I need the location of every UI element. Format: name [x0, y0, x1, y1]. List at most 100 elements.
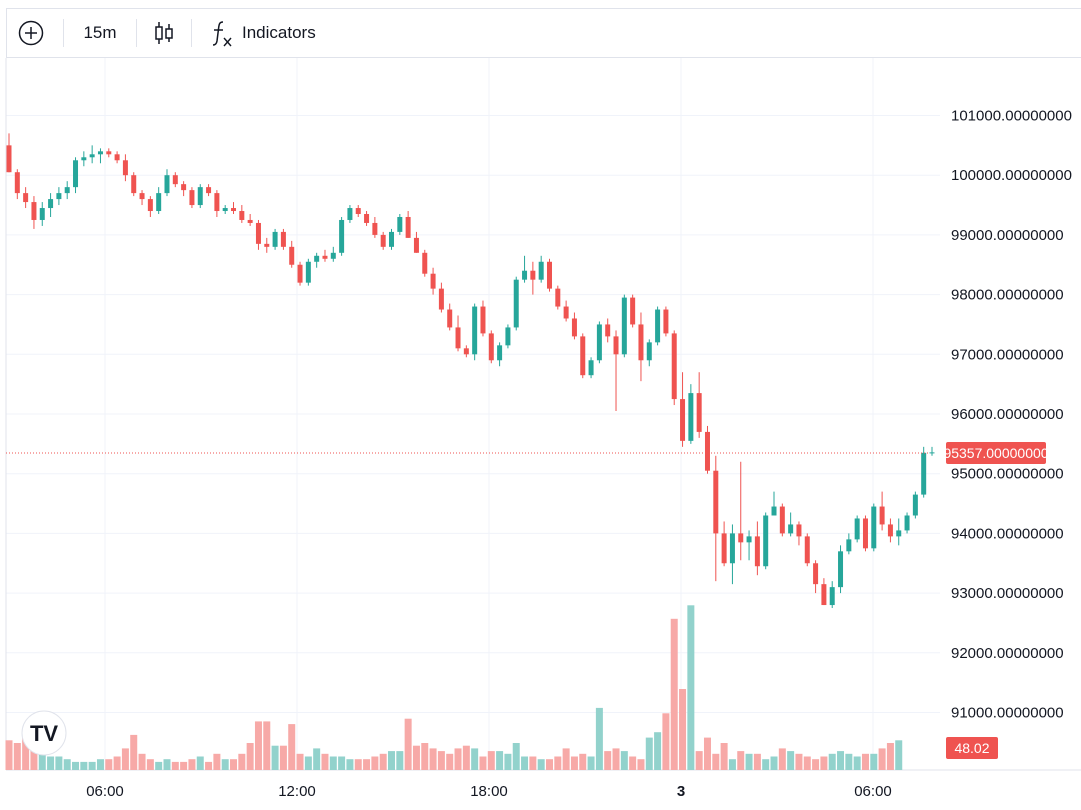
time-axis[interactable]: 06:00 12:00 18:00 3 06:00 [86, 783, 892, 800]
volume-bar [895, 740, 903, 770]
volume-bar [471, 748, 479, 770]
price-tick-label: 91000.00000000 [951, 705, 1064, 722]
volume-bar [121, 748, 129, 770]
volume-bar [437, 751, 445, 770]
volume-bar [171, 761, 179, 770]
candle [438, 282, 444, 313]
volume-bar [620, 751, 628, 770]
candle [713, 455, 719, 582]
volume-bar [662, 713, 670, 770]
volume-bar [30, 748, 38, 770]
chart-type-button[interactable] [137, 8, 191, 58]
candles-icon [155, 22, 173, 44]
candle [272, 228, 278, 250]
price-tick-label: 99000.00000000 [951, 227, 1064, 244]
candle [630, 294, 636, 328]
candle [463, 345, 469, 358]
candle [73, 157, 79, 194]
candle [64, 181, 70, 200]
indicators-label: Indicators [242, 23, 316, 42]
volume-bar [837, 751, 845, 770]
candle [247, 214, 253, 226]
candle [704, 425, 710, 474]
volume-bar [196, 756, 204, 770]
volume-bar [504, 753, 512, 770]
candle [413, 231, 419, 253]
candle [854, 515, 860, 543]
volume-bar [762, 759, 770, 770]
candle [663, 306, 669, 337]
fx-icon [212, 21, 232, 47]
volume-bar [55, 756, 63, 770]
candle [763, 512, 769, 570]
volume-bar [820, 756, 828, 770]
volume-bar [13, 743, 21, 770]
price-tick-label: 98000.00000000 [951, 287, 1064, 304]
candle [231, 202, 237, 215]
candle [147, 196, 153, 217]
candle [122, 154, 128, 182]
candle [89, 145, 95, 164]
volume-bar [595, 707, 603, 770]
interval-button[interactable]: 15m [83, 23, 117, 42]
volume-bar [737, 751, 745, 770]
candle [106, 148, 112, 158]
time-tick-label: 06:00 [86, 783, 124, 800]
volume-bar [371, 756, 379, 770]
volume-bar [354, 759, 362, 770]
volume-bar [304, 756, 312, 770]
candle [497, 342, 503, 367]
candle [181, 181, 187, 197]
candle [688, 384, 694, 444]
candle [871, 503, 877, 552]
add-symbol-button[interactable] [7, 8, 55, 58]
candle [729, 524, 735, 585]
candle [862, 515, 868, 552]
candle [330, 246, 336, 262]
candle [829, 581, 835, 609]
candle [838, 545, 844, 594]
candle [23, 187, 29, 209]
indicators-button[interactable]: Indicators [192, 8, 326, 58]
volume-bar [795, 753, 803, 770]
volume-bar [271, 745, 279, 770]
volume-bar [654, 732, 662, 770]
candle [430, 267, 436, 295]
volume-bar [105, 759, 113, 770]
volume-bar [587, 756, 595, 770]
price-axis[interactable]: 101000.00000000 100000.00000000 99000.0000… [951, 108, 1072, 722]
candles [6, 133, 935, 609]
candle [39, 202, 45, 226]
volume-bar [279, 745, 287, 770]
candle [580, 333, 586, 379]
volume-bar [238, 753, 246, 770]
volume-bar [703, 737, 711, 770]
candle [655, 306, 661, 346]
volume-bar [63, 759, 71, 770]
candle [372, 216, 378, 238]
volume-bar [861, 753, 869, 770]
volume-bar [221, 759, 229, 770]
candle [480, 300, 486, 337]
candle [929, 446, 935, 456]
price-tick-label: 101000.00000000 [951, 108, 1072, 125]
candle [779, 503, 785, 537]
volume-bar [753, 753, 761, 770]
logo-text: TV [30, 721, 58, 746]
volume-bar [313, 748, 321, 770]
candle [821, 578, 827, 606]
candle [48, 193, 54, 217]
candle [339, 216, 345, 256]
volume-bar [579, 753, 587, 770]
volume-bar [570, 756, 578, 770]
volume-bar [96, 759, 104, 770]
volume-bar [886, 743, 894, 770]
candle [56, 187, 62, 206]
candle [156, 187, 162, 215]
candle [472, 303, 478, 361]
tradingview-logo-icon[interactable]: TV [21, 710, 67, 756]
volume-bar [770, 756, 778, 770]
volume-bar [554, 756, 562, 770]
